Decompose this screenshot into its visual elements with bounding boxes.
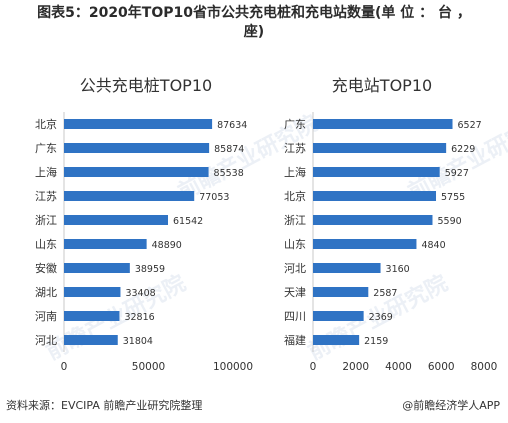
chart1-x-tick-label: 50000 (132, 361, 165, 373)
chart2-category-label: 江苏 (284, 142, 306, 155)
chart2-data-label: 4840 (421, 240, 445, 251)
chart2-bar (313, 191, 437, 201)
chart1-bar (64, 215, 169, 225)
chart2-category-label: 福建 (284, 333, 306, 347)
chart2-title: 充电站TOP10 (331, 76, 433, 95)
chart2-x-tick-label: 8000 (471, 361, 498, 373)
chart2-x-tick-label: 4000 (385, 361, 412, 373)
chart2-data-label: 5590 (437, 216, 461, 227)
chart1-data-label: 48890 (152, 240, 182, 251)
chart2-category-label: 天津 (284, 286, 306, 299)
chart2-category-label: 四川 (284, 310, 306, 323)
chart2-data-label: 5755 (441, 192, 465, 203)
chart1-category-label: 广东 (35, 142, 57, 155)
chart1-data-label: 85874 (214, 144, 244, 155)
chart2-x-tick-label: 2000 (342, 361, 369, 373)
chart1-bar (64, 311, 120, 321)
chart2-bar (313, 263, 381, 273)
chart2-data-label: 6527 (458, 120, 482, 131)
chart2-category-label: 上海 (284, 165, 306, 179)
chart2-category-label: 广东 (284, 118, 306, 131)
chart2-bar (313, 215, 433, 225)
chart1-bar (64, 335, 118, 345)
chart2-bar (313, 167, 440, 177)
chart1-x-tick-label: 100000 (213, 361, 253, 373)
chart1-category-label: 河南 (35, 310, 57, 323)
chart1-data-label: 33408 (125, 288, 155, 299)
chart1-data-label: 32816 (124, 312, 154, 323)
source-note: 资料来源：EVCIPA 前瞻产业研究院整理 (6, 399, 203, 412)
chart1-category-label: 河北 (35, 334, 57, 347)
chart1-title: 公共充电桩TOP10 (79, 76, 213, 95)
chart1-bar (64, 119, 213, 129)
chart2-data-label: 2369 (369, 312, 393, 323)
chart2-category-label: 北京 (284, 189, 306, 203)
chart1-category-label: 安徽 (35, 261, 57, 275)
chart1-bar (64, 263, 130, 273)
chart2-data-label: 6229 (451, 144, 475, 155)
chart1-data-label: 38959 (135, 264, 165, 275)
chart1-category-label: 山东 (35, 238, 57, 251)
figure-title: 图表5：2020年TOP10省市公共充电桩和充电站数量(单 位 ： 台 ， 座) (6, 4, 502, 42)
chart1-data-label: 61542 (173, 216, 203, 227)
chart1-category-label: 江苏 (35, 190, 57, 203)
chart2-bar (313, 335, 360, 345)
chart1-bar (64, 191, 195, 201)
chart1-category-label: 上海 (35, 165, 57, 179)
chart2-data-label: 2587 (373, 288, 397, 299)
chart2-data-label: 5927 (445, 168, 469, 179)
chart1-category-label: 北京 (35, 117, 57, 131)
chart1-bar (64, 167, 209, 177)
chart2-x-tick-label: 6000 (428, 361, 455, 373)
chart1-data-label: 85538 (214, 168, 244, 179)
brand-note: @前瞻经济学人APP (402, 399, 500, 412)
chart2-bar (313, 119, 453, 129)
chart1-x-tick-label: 0 (61, 361, 68, 373)
chart2-bar (313, 311, 364, 321)
chart2-data-label: 3160 (386, 264, 410, 275)
chart1-bar (64, 143, 210, 153)
chart2-category-label: 浙江 (284, 214, 306, 227)
chart2-data-label: 2159 (364, 336, 388, 347)
chart2-bar (313, 287, 369, 297)
chart1-bar (64, 287, 121, 297)
chart1-category-label: 浙江 (35, 214, 57, 227)
chart1-category-label: 湖北 (35, 286, 57, 299)
chart2-bar (313, 239, 417, 249)
chart2-bar (313, 143, 447, 153)
figure-title-line1: 图表5：2020年TOP10省市公共充电桩和充电站数量(单 位 ： 台 ， (37, 5, 471, 21)
figure-title-line2: 座) (243, 24, 265, 40)
chart1-data-label: 87634 (217, 120, 247, 131)
chart1-data-label: 31804 (123, 336, 153, 347)
chart1-bar (64, 239, 147, 249)
chart2-category-label: 山东 (284, 238, 306, 251)
chart1-data-label: 77053 (199, 192, 229, 203)
chart2-x-tick-label: 0 (310, 361, 317, 373)
chart2-category-label: 河北 (284, 262, 306, 275)
